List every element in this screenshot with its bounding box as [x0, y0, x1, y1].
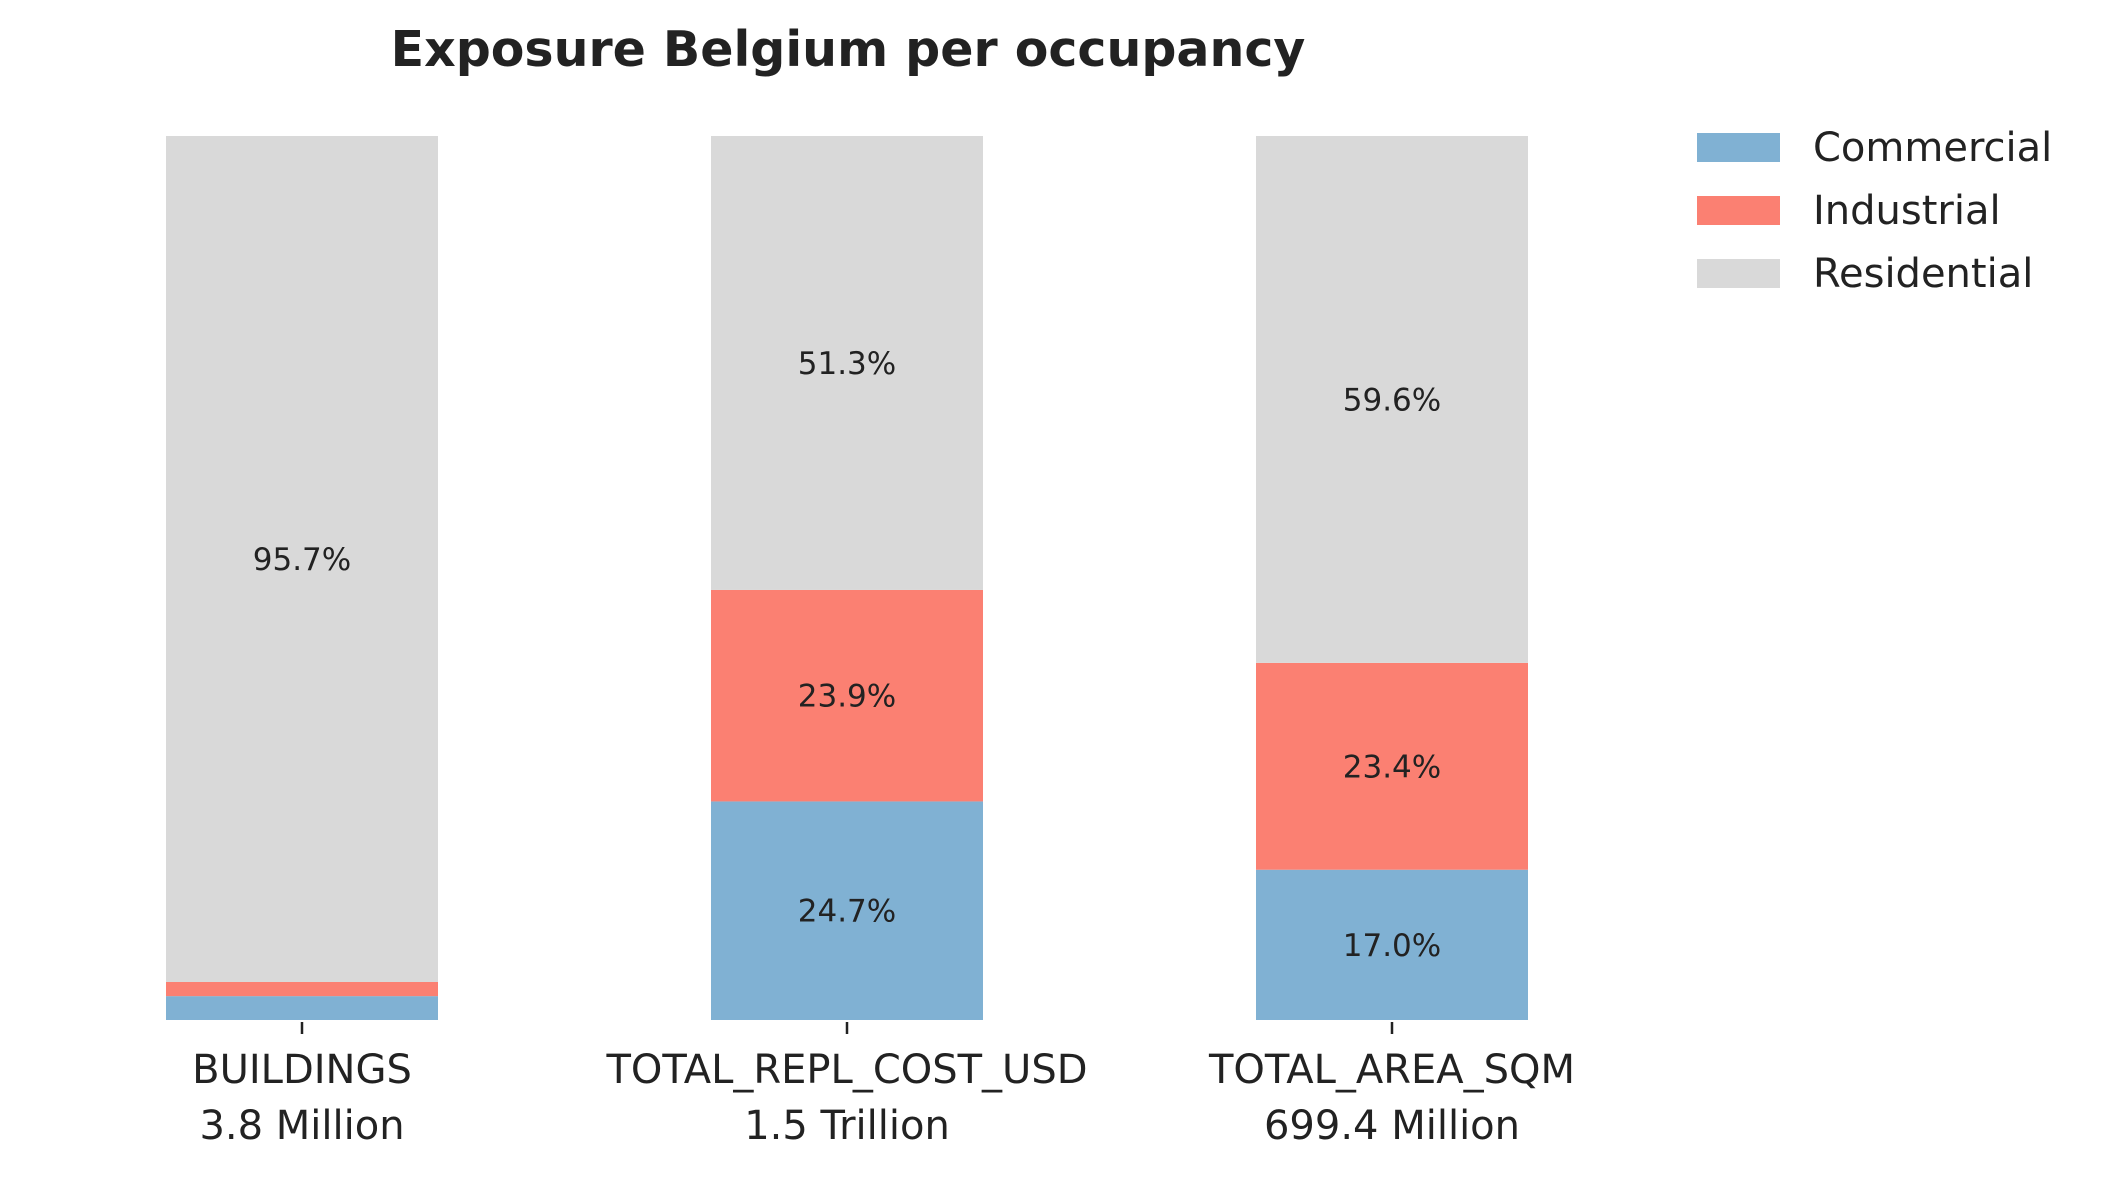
bar-segment-residential-1: [711, 136, 983, 590]
bar-value-label: 23.4%: [1343, 749, 1441, 785]
bar-segment-industrial-1: [711, 589, 983, 802]
x-axis: BUILDINGS 3.8 Million TOTAL_REPL_COST_USD 1…: [192, 1022, 1575, 1149]
bar-value-label: 23.9%: [798, 679, 896, 715]
bar-segment-industrial-0: [166, 981, 438, 997]
bar-value-label: 95.7%: [253, 542, 351, 578]
legend-label-industrial: Industrial: [1813, 188, 2001, 234]
legend-swatch-commercial: [1697, 133, 1780, 162]
legend-swatch-residential: [1697, 259, 1780, 288]
bar-value-label: 51.3%: [798, 346, 896, 382]
x-tick-total-label: 3.8 Million: [199, 1103, 404, 1149]
bar-segment-residential-0: [166, 136, 438, 982]
bar-segment-commercial-1: [711, 801, 983, 1020]
bar-labels-layer: 95.7% 24.7% 23.9% 51.3% 17.0% 23.4% 59.6%: [253, 346, 1441, 964]
bar-segment-commercial-0: [166, 996, 438, 1020]
bar-value-label: 24.7%: [798, 894, 896, 930]
legend-label-commercial: Commercial: [1813, 125, 2052, 171]
bar-value-label: 59.6%: [1343, 382, 1441, 418]
bar-segment-residential-2: [1256, 136, 1528, 663]
legend: Commercial Industrial Residential: [1697, 125, 2052, 297]
x-tick-label: TOTAL_AREA_SQM: [1208, 1047, 1575, 1093]
x-tick-label: TOTAL_REPL_COST_USD: [605, 1047, 1087, 1093]
bar-segment-commercial-2: [1256, 869, 1528, 1020]
x-tick-total-label: 1.5 Trillion: [744, 1103, 950, 1149]
legend-swatch-industrial: [1697, 196, 1780, 225]
bars-layer: [166, 136, 1528, 1020]
x-tick-label: BUILDINGS: [192, 1047, 412, 1093]
bar-value-label: 17.0%: [1343, 928, 1441, 964]
x-tick-total-label: 699.4 Million: [1264, 1103, 1520, 1149]
chart-title: Exposure Belgium per occupancy: [391, 21, 1306, 78]
legend-label-residential: Residential: [1813, 251, 2033, 297]
bar-segment-industrial-2: [1256, 662, 1528, 870]
